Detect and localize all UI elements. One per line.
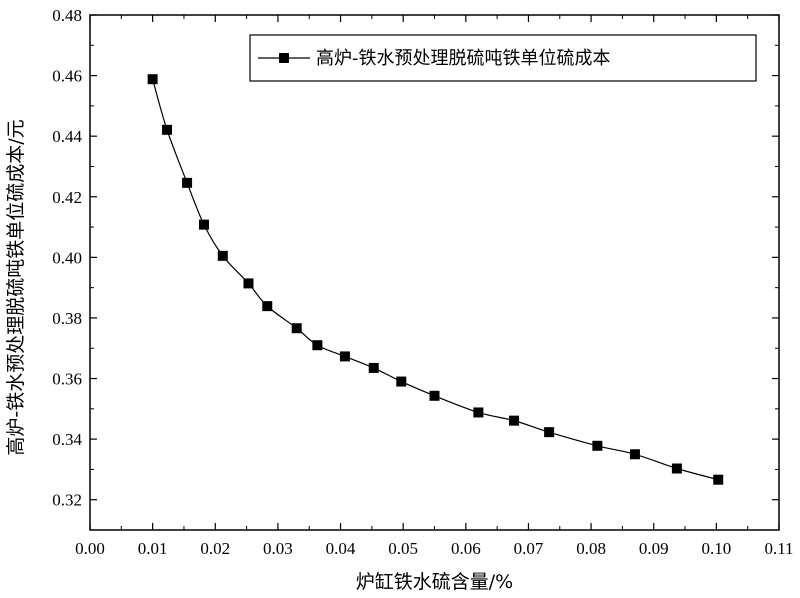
y-tick-label: 0.48 (52, 6, 82, 25)
data-point (339, 351, 350, 362)
data-point (368, 362, 379, 373)
data-point (217, 250, 228, 261)
data-point (544, 427, 555, 438)
x-tick-label: 0.00 (75, 539, 105, 558)
data-point (473, 407, 484, 418)
plot-frame (89, 14, 780, 531)
plot-area (147, 74, 724, 485)
y-tick-label: 0.40 (52, 248, 82, 267)
data-point (509, 415, 520, 426)
y-tick-label: 0.46 (52, 67, 82, 86)
data-point (429, 390, 440, 401)
data-point (262, 301, 273, 312)
series-line (152, 79, 719, 481)
x-tick-label: 0.01 (138, 539, 168, 558)
data-point (592, 440, 603, 451)
y-tick-label: 0.38 (52, 309, 82, 328)
x-tick-label: 0.10 (701, 539, 731, 558)
data-point (162, 124, 173, 135)
data-point (396, 376, 407, 387)
y-tick-label: 0.42 (52, 188, 82, 207)
x-tick-label: 0.08 (576, 539, 606, 558)
y-tick-label: 0.34 (52, 430, 82, 449)
x-tick-label: 0.06 (451, 539, 481, 558)
legend-box (249, 34, 757, 82)
data-point (671, 463, 682, 474)
legend-marker (279, 53, 289, 63)
axes: 0.00 0.01 0.02 0.03 0.04 0.05 0.06 0.07 0.08 0.09… (52, 6, 793, 558)
y-axis-title: 高炉-铁水预处理脱硫吨铁单位硫成本/元 (5, 119, 27, 455)
data-point (182, 177, 193, 188)
x-tick-label: 0.11 (764, 539, 793, 558)
x-tick-label: 0.03 (263, 539, 293, 558)
legend: 高炉-铁水预处理脱硫吨铁单位硫成本 (249, 34, 757, 82)
y-tick-label: 0.32 (52, 491, 82, 510)
y-tick-label: 0.36 (52, 370, 82, 389)
data-point (629, 449, 640, 460)
y-tick-label: 0.44 (52, 127, 82, 146)
data-point (198, 219, 209, 230)
x-axis-title: 炉缸铁水硫含量/% (356, 571, 513, 593)
data-point (291, 323, 302, 334)
x-tick-label: 0.09 (639, 539, 669, 558)
data-point (312, 340, 323, 351)
x-tick-label: 0.07 (514, 539, 544, 558)
legend-label: 高炉-铁水预处理脱硫吨铁单位硫成本 (316, 48, 611, 69)
data-point (713, 474, 724, 485)
data-point (243, 278, 254, 289)
x-tick-label: 0.02 (200, 539, 230, 558)
x-tick-label: 0.04 (326, 539, 356, 558)
x-tick-label: 0.05 (388, 539, 418, 558)
data-point (147, 74, 158, 85)
